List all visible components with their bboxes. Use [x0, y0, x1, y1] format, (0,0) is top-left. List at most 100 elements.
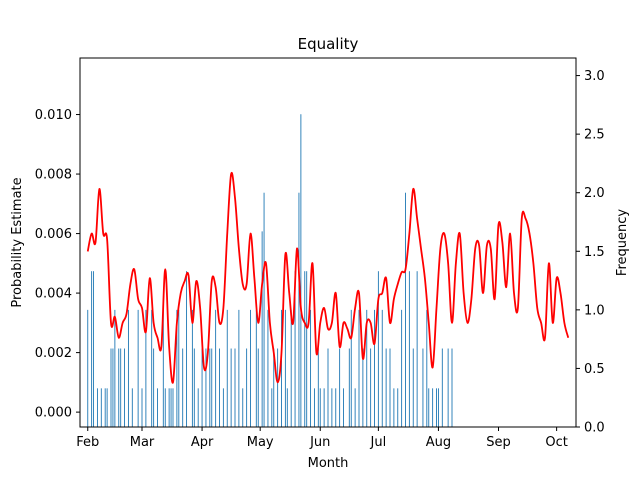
bar	[412, 348, 414, 427]
bar	[100, 388, 102, 427]
x-tick-label: Jul	[370, 435, 387, 450]
bar	[201, 348, 203, 427]
bar	[114, 309, 116, 427]
bar	[436, 388, 437, 427]
y-tick-label: 0.004	[35, 287, 72, 302]
bar	[124, 348, 126, 427]
bar	[401, 309, 403, 427]
bar	[226, 309, 228, 427]
bar	[416, 271, 418, 427]
bar	[246, 348, 248, 427]
x-axis-ticks: Feb Mar Apr May Jun Jul Aug Sep Oct	[76, 427, 568, 450]
x-tick-label: Sep	[486, 435, 511, 450]
bar	[267, 309, 269, 427]
bar	[362, 348, 364, 427]
bar	[118, 348, 120, 427]
bar	[335, 388, 337, 427]
bar	[110, 348, 112, 427]
y2-tick-label: 0.0	[584, 421, 605, 436]
bar	[405, 192, 406, 427]
bar	[331, 388, 333, 427]
bar	[374, 309, 375, 427]
bar	[304, 271, 306, 427]
bar	[348, 348, 350, 427]
bar	[197, 388, 199, 427]
bar	[263, 192, 265, 427]
bar	[428, 388, 430, 427]
bar	[451, 348, 453, 427]
bar	[131, 388, 133, 427]
bar	[87, 309, 89, 427]
bar	[317, 348, 319, 427]
bar	[137, 309, 139, 427]
bar	[127, 309, 129, 427]
x-axis-label: Month	[308, 456, 349, 471]
bar	[273, 348, 275, 427]
bar	[238, 309, 240, 427]
x-tick-label: Mar	[130, 435, 155, 450]
bar	[306, 271, 308, 427]
bar	[339, 348, 341, 427]
y-tick-label: 0.008	[35, 168, 72, 183]
bar	[168, 388, 170, 427]
y2-tick-label: 0.5	[584, 362, 605, 377]
bar	[93, 271, 95, 427]
bar	[242, 388, 244, 427]
bar	[441, 348, 443, 427]
bar	[397, 388, 399, 427]
x-tick-label: Oct	[545, 435, 567, 450]
bar	[234, 348, 236, 427]
bar	[211, 348, 213, 427]
bar	[172, 388, 174, 427]
bar	[385, 348, 387, 427]
bar	[389, 348, 391, 427]
bar	[298, 192, 300, 427]
bar	[151, 309, 153, 427]
y2-tick-label: 1.5	[584, 245, 605, 260]
bar	[366, 309, 368, 427]
bar	[182, 348, 184, 427]
bar	[145, 309, 147, 427]
bar	[215, 309, 217, 427]
bar	[112, 348, 114, 427]
y2-tick-label: 1.0	[584, 303, 605, 318]
y2-tick-label: 2.0	[584, 186, 605, 201]
bar	[358, 309, 360, 427]
bar	[447, 348, 449, 427]
y-tick-label: 0.002	[35, 346, 72, 361]
bar	[290, 309, 292, 427]
y-axis-ticks: 0.000 0.002 0.004 0.006 0.008 0.010	[35, 108, 80, 421]
bar	[255, 309, 257, 427]
bar	[186, 271, 188, 427]
bar	[343, 388, 344, 427]
x-tick-label: Aug	[426, 435, 451, 450]
bar	[222, 388, 224, 427]
bar	[193, 348, 195, 427]
bar	[350, 309, 352, 427]
y2-axis-ticks: 0.0 0.5 1.0 1.5 2.0 2.5 3.0	[576, 69, 605, 436]
bar	[327, 348, 329, 427]
bar	[310, 309, 312, 427]
y2-axis-label: Frequency	[615, 209, 630, 276]
x-tick-label: Feb	[76, 435, 99, 450]
bar	[432, 388, 434, 427]
bar	[170, 388, 172, 427]
bar	[176, 309, 178, 427]
bar	[162, 309, 164, 427]
bar	[422, 348, 424, 427]
x-tick-label: Apr	[191, 435, 214, 450]
bar	[164, 388, 166, 427]
bar	[408, 271, 410, 427]
bar	[205, 348, 207, 427]
bar	[191, 309, 193, 427]
bar	[96, 388, 98, 427]
bar-series	[87, 114, 453, 427]
bar	[300, 114, 302, 427]
bar	[157, 388, 158, 427]
bar	[377, 271, 379, 427]
bar	[106, 388, 108, 427]
bar	[286, 388, 288, 427]
bar	[141, 388, 143, 427]
x-tick-label: May	[247, 435, 274, 450]
